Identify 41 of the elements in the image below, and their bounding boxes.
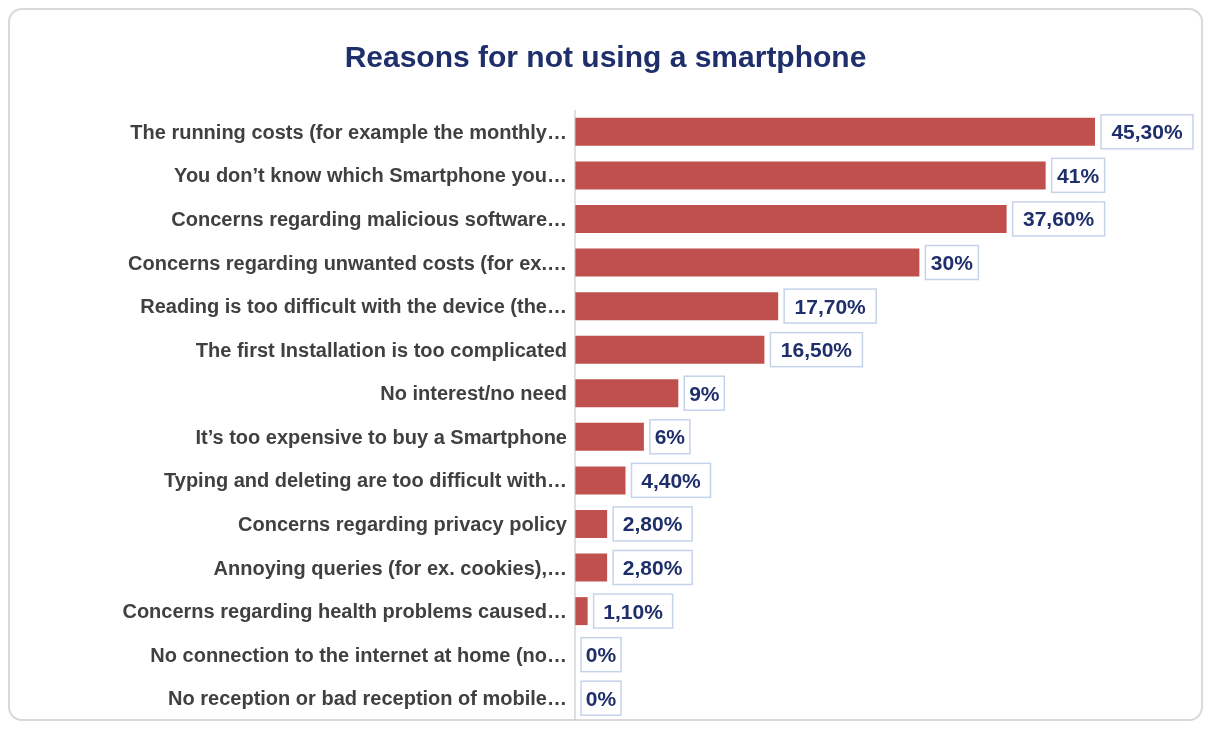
y-tick-label: Concerns regarding unwanted costs (for ex.… xyxy=(128,251,567,274)
data-label: 1,10% xyxy=(603,599,664,623)
y-tick-label: Concerns regarding malicious software… xyxy=(171,208,567,231)
bar xyxy=(575,292,779,321)
data-label: 6% xyxy=(654,425,686,449)
y-tick-label: Concerns regarding health problems caused… xyxy=(122,600,567,623)
bar xyxy=(575,117,1095,146)
y-tick-label: Annoying queries (for ex. cookies),… xyxy=(213,556,567,579)
bar xyxy=(575,161,1046,190)
data-label: 2,80% xyxy=(622,556,683,579)
bar xyxy=(575,597,588,626)
data-label: 2,80% xyxy=(622,512,683,536)
bar xyxy=(575,553,608,582)
bar xyxy=(575,335,765,364)
data-label: 41% xyxy=(1057,163,1100,187)
y-tick-label: Concerns regarding privacy policy xyxy=(238,513,568,536)
y-tick-label: The running costs (for example the monthly… xyxy=(130,120,567,143)
y-tick-label: No reception or bad reception of mobile… xyxy=(168,687,567,710)
bar xyxy=(575,248,920,277)
data-label: 30% xyxy=(930,251,974,274)
data-label: 4,40% xyxy=(641,468,702,492)
data-label: 9% xyxy=(689,381,720,405)
chart-title: Reasons for not using a smartphone xyxy=(343,39,868,75)
y-tick-label: Reading is too difficult with the device (the… xyxy=(140,295,567,318)
y-tick-label: Typing and deleting are too difficult with… xyxy=(164,469,567,492)
y-tick-label: It’s too expensive to buy a Smartphone xyxy=(195,425,567,448)
bar xyxy=(575,509,608,538)
bar xyxy=(575,379,679,408)
data-label: 0% xyxy=(585,643,617,667)
data-label: 37,60% xyxy=(1022,207,1095,231)
bar xyxy=(575,204,1007,233)
y-tick-label: No connection to the internet at home (no… xyxy=(150,643,567,666)
data-label: 0% xyxy=(585,686,617,710)
data-label: 45,30% xyxy=(1111,120,1183,144)
bar xyxy=(575,466,626,495)
data-label: 17,70% xyxy=(794,294,867,318)
data-label: 16,50% xyxy=(780,338,853,362)
y-tick-label: The first Installation is too complicated xyxy=(195,338,567,361)
y-tick-label: No interest/no need xyxy=(380,382,567,405)
bar xyxy=(575,422,644,451)
y-tick-label: You don’t know which Smartphone you… xyxy=(174,164,567,187)
